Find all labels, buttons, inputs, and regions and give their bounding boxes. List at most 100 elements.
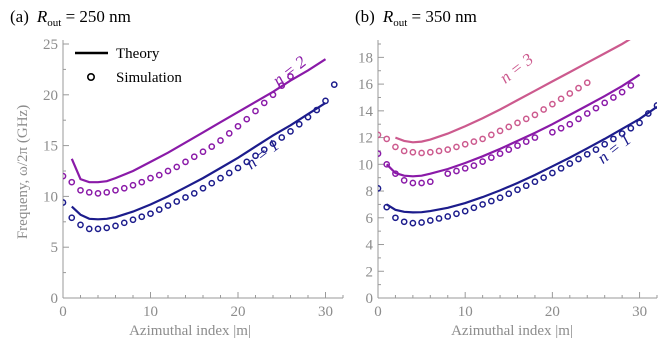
panel-b-sim-point-n2 bbox=[592, 104, 600, 112]
panel-a-sim-point-n2 bbox=[217, 137, 224, 144]
legend: Theory Simulation bbox=[75, 46, 182, 86]
panel-b-sim-point-n2 bbox=[470, 162, 478, 170]
panel-a-x-tick-label: 10 bbox=[143, 304, 158, 320]
panel-b-sim-point-n1 bbox=[575, 155, 582, 163]
panel-a-sim-point-n1 bbox=[129, 216, 137, 224]
panel-b-sim-point-n2 bbox=[601, 99, 609, 107]
panel-a-sim-point-n2 bbox=[129, 181, 137, 189]
panel-a-sim-point-n1 bbox=[304, 113, 312, 121]
panel-b-sim-point-n1 bbox=[627, 124, 635, 132]
panel-a-sim-point-n1 bbox=[68, 214, 76, 222]
panel-a-sim-point-n1 bbox=[112, 222, 119, 230]
panel-b-mode-label-n3: n = 3 bbox=[496, 50, 537, 88]
panel-b-sim-point-n3 bbox=[426, 148, 434, 156]
panel-a-sim-point-n1 bbox=[217, 174, 224, 182]
legend-simulation-label: Simulation bbox=[116, 70, 182, 86]
panel-a-y-tick-label: 15 bbox=[43, 139, 58, 155]
panel-b-sim-point-n3 bbox=[514, 119, 521, 127]
panel-a-sim-point-n2 bbox=[190, 153, 198, 161]
panel-b-sim-point-n3 bbox=[418, 149, 425, 157]
panel-a-sim-point-n1 bbox=[278, 134, 286, 141]
panel-a-sim-point-n2 bbox=[103, 188, 111, 196]
panel-b-sim-point-n2 bbox=[522, 138, 530, 145]
panel-b-sim-point-n2 bbox=[505, 146, 513, 153]
panel-b-sim-point-n1 bbox=[409, 219, 417, 227]
panel-b-y-tick-label: 16 bbox=[358, 77, 374, 93]
panel-a-sim-point-n1 bbox=[322, 97, 329, 105]
panel-b-sim-point-n3 bbox=[453, 143, 460, 151]
panel-b-theory-line-n1 bbox=[386, 105, 657, 214]
panel-a-sim-point-n2 bbox=[147, 174, 154, 182]
panel-a-sim-point-n1 bbox=[120, 219, 128, 227]
panel-b-sim-point-n3 bbox=[470, 138, 478, 145]
panel-b-x-tick-label: 10 bbox=[458, 304, 473, 320]
panel-a-sim-point-n1 bbox=[147, 210, 154, 218]
panel-b-sim-point-n3 bbox=[540, 106, 548, 113]
panel-a-sim-point-n2 bbox=[155, 171, 163, 179]
panel-a-x-tick-label: 20 bbox=[231, 304, 246, 320]
panel-b-sim-point-n1 bbox=[378, 185, 382, 192]
panel-b-y-tick-label: 0 bbox=[366, 291, 374, 307]
panel-b-sim-point-n1 bbox=[610, 135, 617, 143]
panel-b-sim-point-n2 bbox=[426, 178, 434, 186]
panel-b-sim-point-n3 bbox=[487, 131, 495, 139]
panel-a-sim-point-n1 bbox=[295, 120, 303, 128]
panel-b-sim-point-n1 bbox=[636, 119, 643, 127]
panel-a: (a) Rout = 250 nm Frequeny, ω/2π (GHz) Az… bbox=[10, 7, 344, 339]
panel-b-sim-point-n3 bbox=[435, 147, 443, 155]
panel-b-x-tick-label: 30 bbox=[632, 304, 647, 320]
panel-b-y-tick-label: 6 bbox=[366, 211, 374, 227]
panel-b-title: (b) Rout = 350 nm bbox=[355, 7, 477, 29]
panel-a-sim-point-n1 bbox=[199, 184, 207, 192]
panel-b-y-tick-label: 2 bbox=[366, 264, 374, 280]
panel-b-sim-point-n1 bbox=[479, 201, 486, 208]
panel-b-sim-point-n1 bbox=[549, 169, 556, 177]
panel-b-y-tick-label: 4 bbox=[366, 238, 374, 254]
panel-b-y-tick-label: 14 bbox=[358, 104, 374, 120]
panel-b-sim-point-n2 bbox=[479, 158, 486, 165]
panel-a-sim-point-n2 bbox=[287, 73, 294, 80]
panel-b-sim-point-n1 bbox=[557, 164, 565, 172]
panel-b-sim-point-n1 bbox=[601, 140, 609, 148]
panel-b-sim-point-n3 bbox=[583, 79, 591, 87]
panel-a-sim-point-n2 bbox=[138, 178, 146, 186]
panel-a-data bbox=[63, 58, 338, 233]
panel-a-sim-point-n2 bbox=[68, 178, 76, 186]
panel-a-sim-point-n1 bbox=[313, 106, 321, 114]
panel-b-sim-point-n1 bbox=[383, 203, 391, 211]
panel-b-sim-point-n1 bbox=[418, 219, 425, 226]
panel-a-x-tick-label: 30 bbox=[318, 304, 333, 320]
panel-b-sim-point-n2 bbox=[618, 88, 626, 96]
panel-b-sim-point-n1 bbox=[444, 213, 452, 220]
panel-b-sim-point-n1 bbox=[453, 210, 460, 218]
panel-b-sim-point-n3 bbox=[378, 131, 382, 139]
panel-a-sim-point-n1 bbox=[287, 128, 294, 135]
panel-b-sim-point-n2 bbox=[392, 170, 399, 178]
panel-a-sim-point-n2 bbox=[234, 122, 242, 130]
panel-b-sim-point-n3 bbox=[383, 135, 391, 143]
panel-a-sim-point-n1 bbox=[234, 164, 242, 172]
panel-a-sim-point-n1 bbox=[208, 179, 216, 187]
panel-b-sim-point-n3 bbox=[566, 90, 574, 97]
panel-b-x-tick-label: 20 bbox=[545, 304, 560, 320]
panel-b-sim-point-n1 bbox=[496, 194, 504, 202]
panel-b-sim-point-n2 bbox=[400, 177, 408, 184]
panel-a-y-tick-label: 25 bbox=[43, 37, 58, 53]
panel-a-sim-point-n1 bbox=[103, 224, 111, 232]
panel-b-sim-point-n1 bbox=[505, 190, 513, 198]
panel-a-y-tick-label: 10 bbox=[43, 189, 58, 205]
panel-b-data bbox=[378, 40, 657, 227]
panel-a-sim-point-n1 bbox=[77, 221, 84, 229]
legend-theory-label: Theory bbox=[116, 46, 160, 62]
panel-b-sim-point-n1 bbox=[461, 207, 469, 215]
panel-a-sim-point-n2 bbox=[112, 186, 119, 194]
panel-b-sim-point-n1 bbox=[653, 102, 657, 109]
panel-b-sim-point-n2 bbox=[378, 150, 382, 157]
panel-a-sim-point-n1 bbox=[94, 225, 102, 233]
panel-b-sim-point-n2 bbox=[444, 170, 452, 178]
panel-a-mode-label-n2: n = 2 bbox=[269, 52, 310, 90]
panel-a-sim-point-n1 bbox=[252, 152, 259, 160]
panel-b-sim-point-n1 bbox=[583, 150, 591, 158]
panel-b-sim-point-n2 bbox=[531, 134, 539, 141]
panel-a-mode-label-n1: n = 1 bbox=[242, 135, 283, 173]
